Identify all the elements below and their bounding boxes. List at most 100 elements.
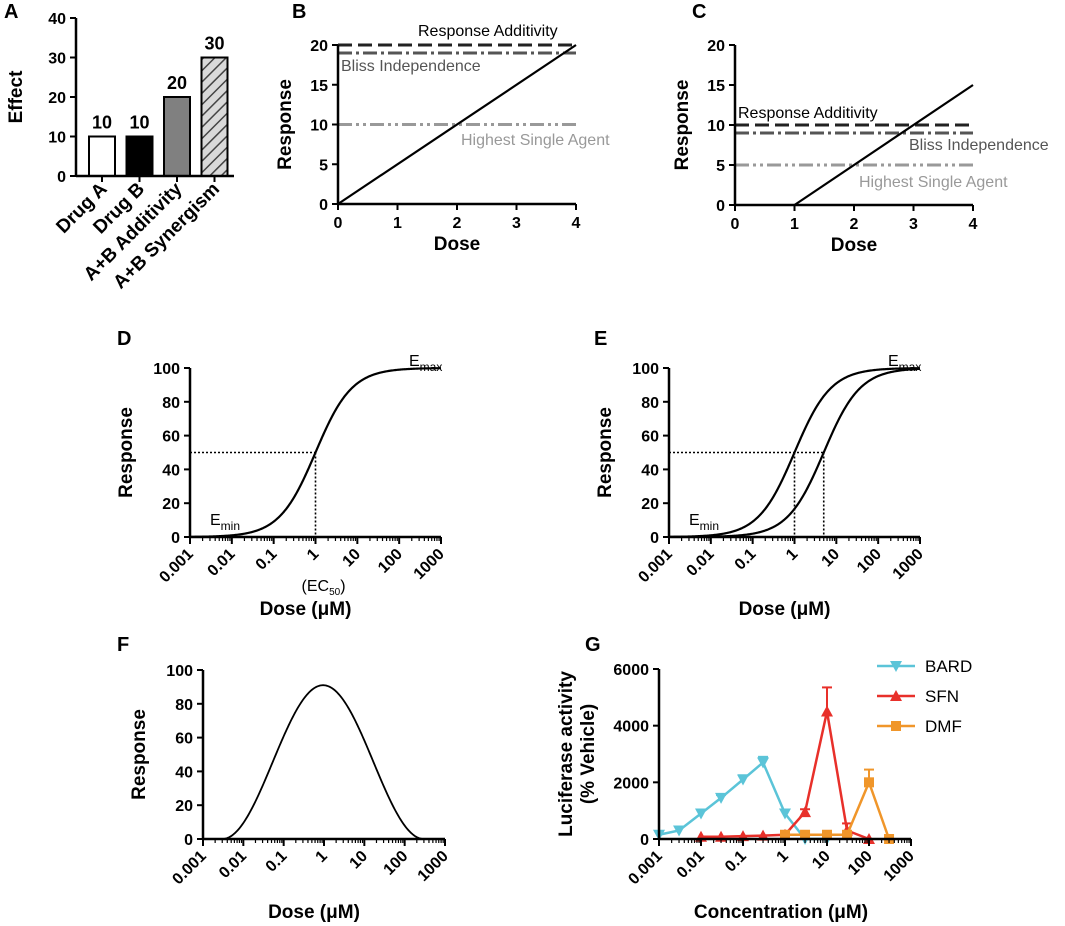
- point-BARD-2: [695, 808, 707, 820]
- legend-label-DMF: DMF: [925, 717, 962, 736]
- point-SFN-6: [821, 705, 833, 717]
- y-tick-label-b-4: 20: [310, 38, 328, 55]
- y-tick-label-d-1: 20: [162, 496, 180, 513]
- point-BARD-1: [673, 825, 686, 837]
- y-tick-label-b-1: 5: [319, 157, 328, 174]
- legend-marker-BARD: [890, 661, 902, 672]
- x-tick-label-f-5: 100: [381, 848, 412, 879]
- y-tick-label-e-4: 80: [641, 395, 659, 412]
- x-tick-label-b-0: 0: [334, 215, 343, 232]
- point-DMF-0: [780, 829, 790, 840]
- y-tick-label-c-0: 0: [716, 198, 725, 215]
- x-tick-label-c-4: 4: [969, 216, 978, 233]
- series-line-BARD: [658, 760, 827, 841]
- y-tick-label-e-5: 100: [632, 361, 659, 378]
- y-axis-title-e: Response: [595, 407, 616, 498]
- emax-label-d-sub: max: [420, 360, 443, 374]
- y-tick-label-f-5: 100: [166, 663, 193, 680]
- y-axis-title-a: Effect: [6, 70, 27, 123]
- legend-label-BARD: BARD: [925, 657, 972, 676]
- x-tick-label-e-0: 0.001: [635, 546, 675, 586]
- y-tick-label-a-1: 10: [48, 130, 66, 147]
- y-tick-label-f-0: 0: [184, 832, 193, 849]
- y-tick-label-b-2: 10: [310, 118, 328, 135]
- y-tick-label-g-3: 6000: [613, 662, 649, 679]
- x-tick-label-e-5: 100: [854, 546, 885, 577]
- reference-label-2: Highest Single Agent: [461, 132, 610, 149]
- y-tick-label-d-5: 100: [153, 361, 180, 378]
- response-line: [337, 44, 577, 205]
- y-tick-label-f-4: 80: [175, 697, 193, 714]
- x-tick-label-f-4: 10: [347, 848, 372, 873]
- y-tick-label-c-3: 15: [707, 78, 725, 95]
- x-tick-label-f-1: 0.01: [216, 848, 250, 882]
- x-tick-label-b-4: 4: [572, 215, 581, 232]
- x-tick-label-g-4: 10: [809, 848, 834, 873]
- y-tick-label-a-3: 30: [48, 51, 66, 68]
- reference-label-2: Highest Single Agent: [859, 174, 1008, 191]
- point-BARD-6: [779, 808, 791, 820]
- panel-letter-c: C: [692, 1, 706, 23]
- bell-curve: [222, 684, 424, 840]
- series-SFN: [695, 686, 875, 844]
- x-tick-label-c-3: 3: [909, 216, 918, 233]
- ec50-label-post: ): [340, 578, 345, 595]
- emin-label-e: Emin: [689, 512, 719, 533]
- panel-g: G BARD SFN DMF 0 2000 4000 6000 0.001 0.01 0.1 1 10 1…: [556, 634, 972, 923]
- y-axis-title-f: Response: [129, 709, 150, 800]
- series-DMF: [780, 768, 895, 844]
- x-tick-label-b-2: 2: [453, 215, 462, 232]
- emax-label-d: Emax: [409, 353, 442, 374]
- x-tick-label-c-1: 1: [790, 216, 799, 233]
- x-tick-label-d-1: 0.01: [205, 546, 239, 580]
- y-tick-label-g-2: 4000: [613, 719, 649, 736]
- y-tick-label-f-3: 60: [175, 731, 193, 748]
- y-tick-label-g-0: 0: [640, 832, 649, 849]
- x-tick-label-b-3: 3: [512, 215, 521, 232]
- y-tick-label-d-2: 40: [162, 462, 180, 479]
- y-tick-label-e-2: 40: [641, 462, 659, 479]
- bar-value-label-2: 20: [167, 73, 187, 93]
- point-DMF-3: [842, 829, 853, 840]
- x-tick-label-d-5: 100: [375, 546, 406, 577]
- y-tick-label-d-4: 80: [162, 395, 180, 412]
- x-tick-label-f-0: 0.001: [169, 848, 209, 888]
- x-tick-label-g-1: 0.01: [674, 848, 708, 882]
- bar-2: [163, 96, 191, 177]
- ec50-label-sub: 50: [329, 587, 341, 598]
- y-tick-label-d-3: 60: [162, 429, 180, 446]
- x-tick-label-c-2: 2: [850, 216, 859, 233]
- reference-label-0: Response Additivity: [418, 23, 558, 40]
- panel-letter-b: B: [292, 1, 306, 23]
- y-tick-label-f-2: 40: [175, 764, 193, 781]
- x-tick-label-e-4: 10: [819, 546, 844, 571]
- emin-label-e-sub: min: [700, 519, 719, 533]
- point-BARD-4: [737, 774, 749, 786]
- y-tick-label-b-3: 15: [310, 78, 328, 95]
- x-tick-label-e-1: 0.01: [684, 546, 718, 580]
- emax-label-e: Emax: [888, 353, 921, 374]
- bar-1: [125, 135, 154, 177]
- y-tick-label-c-2: 10: [707, 118, 725, 135]
- ec50-label-pre: (EC: [302, 578, 330, 595]
- y-tick-label-c-4: 20: [707, 38, 725, 55]
- x-tick-label-d-4: 10: [340, 546, 365, 571]
- panel-letter-a: A: [4, 1, 18, 23]
- x-tick-label-e-3: 1: [783, 546, 801, 564]
- x-tick-label-d-6: 1000: [411, 546, 448, 583]
- y-tick-label-d-0: 0: [171, 530, 180, 547]
- series-line-SFN: [701, 711, 870, 841]
- emin-label-d-sub: min: [221, 519, 240, 533]
- y-axis-title-g-line2: (% Vehicle): [578, 704, 599, 804]
- bar-value-label-0: 10: [92, 113, 112, 133]
- y-axis-title-g-line1: Luciferase activity: [556, 671, 577, 837]
- y-tick-label-a-0: 0: [57, 169, 66, 186]
- bar-value-label-1: 10: [129, 113, 149, 133]
- x-tick-label-f-6: 1000: [415, 848, 452, 885]
- legend-label-SFN: SFN: [925, 687, 959, 706]
- point-SFN-5: [799, 806, 812, 818]
- bar-value-label-3: 30: [204, 34, 224, 54]
